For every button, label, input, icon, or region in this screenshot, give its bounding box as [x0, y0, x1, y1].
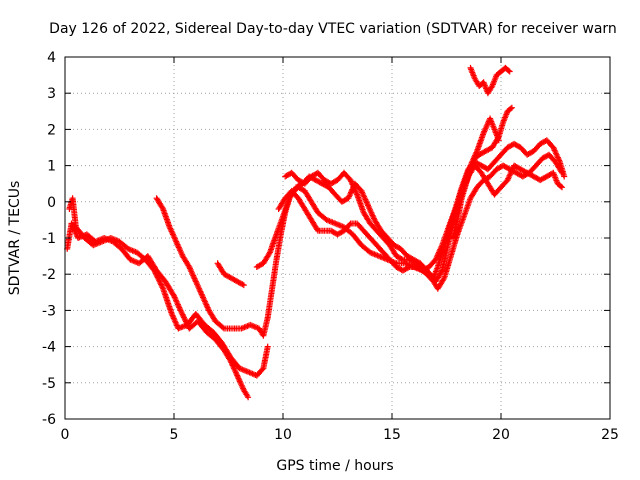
y-tick-label: 0: [47, 195, 56, 211]
data-point: [438, 268, 445, 275]
data-point: [559, 184, 565, 191]
y-tick-label: 1: [47, 159, 56, 175]
y-tick-label: -4: [42, 340, 56, 356]
y-tick-label: 3: [47, 86, 56, 102]
data-point: [558, 183, 564, 190]
series-track-d: [214, 260, 247, 289]
data-point: [505, 67, 512, 74]
data-points: [64, 64, 568, 401]
series-track-i: [450, 104, 515, 241]
y-tick-label: -1: [42, 231, 56, 247]
data-point: [506, 68, 513, 75]
data-point: [558, 168, 565, 175]
y-tick-label: -2: [42, 267, 56, 283]
series-track-b: [66, 195, 271, 379]
data-point: [240, 282, 247, 289]
x-tick-label: 10: [274, 427, 292, 443]
y-tick-label: -3: [42, 303, 56, 319]
y-tick-label: 4: [47, 50, 56, 66]
chart-title: Day 126 of 2022, Sidereal Day-to-day VTE…: [49, 21, 617, 37]
data-point: [153, 271, 160, 278]
data-point: [405, 264, 412, 271]
data-point: [559, 169, 565, 176]
x-axis-label: GPS time / hours: [276, 458, 393, 474]
x-tick-label: 0: [61, 427, 70, 443]
y-axis-label: SDTVAR / TECUs: [7, 181, 23, 296]
grid-lines: [65, 57, 610, 419]
y-tick-label: -5: [42, 376, 56, 392]
x-tick-label: 15: [383, 427, 401, 443]
axis-ticks: 0 5 10 15 20 25 -6 -5 -4 -3 -2 -1 0 1 2 3 4: [42, 50, 619, 443]
data-point: [508, 104, 515, 111]
x-tick-label: 20: [492, 427, 510, 443]
data-point: [239, 281, 246, 288]
data-point: [398, 256, 405, 262]
x-tick-label: 25: [601, 427, 619, 443]
data-point: [159, 204, 166, 211]
x-tick-label: 5: [170, 427, 179, 443]
data-point: [346, 221, 353, 228]
data-point: [507, 105, 514, 112]
data-point: [264, 343, 271, 350]
y-tick-label: 2: [47, 122, 56, 138]
data-point: [561, 173, 568, 180]
data-point: [245, 394, 252, 401]
series-track-h: [467, 64, 513, 97]
y-tick-label: -6: [42, 412, 56, 428]
data-point: [219, 324, 226, 331]
